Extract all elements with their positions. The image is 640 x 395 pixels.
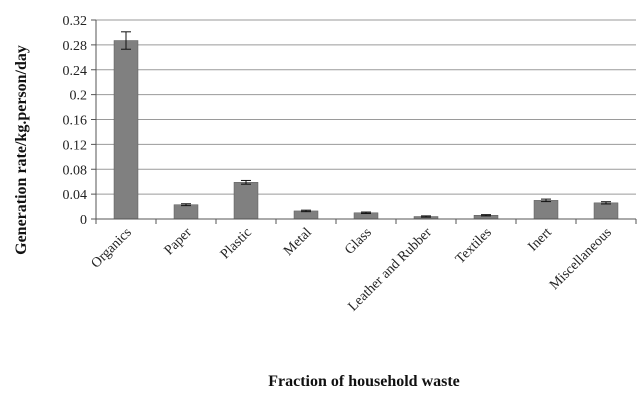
y-axis-ticks: 0 0.04 0.08 0.12 0.16 0.2 0.24 0.28 0.32 — [63, 14, 96, 228]
error-bar — [301, 209, 311, 213]
y-axis-title: Generation rate/kg.person/day — [13, 45, 30, 255]
x-tick-label: Miscellaneous — [547, 225, 615, 293]
y-tick-label: 0.28 — [63, 39, 88, 54]
y-tick-label: 0.08 — [63, 163, 88, 178]
x-tick-label: Inert — [526, 225, 555, 254]
y-tick-label: 0 — [80, 213, 87, 228]
x-tick-label: Metal — [281, 225, 315, 259]
error-bar — [481, 214, 491, 217]
bar-miscellaneous — [593, 202, 619, 220]
x-tick-label: Paper — [162, 225, 195, 258]
x-tick-label: Textiles — [453, 225, 495, 267]
error-bars — [121, 31, 611, 218]
bar-inert — [533, 200, 559, 220]
error-bar — [121, 31, 131, 50]
y-tick-label: 0.16 — [63, 114, 88, 129]
x-axis-title: Fraction of household waste — [268, 373, 460, 390]
y-tick-label: 0.04 — [63, 188, 88, 203]
y-tick-label: 0.24 — [63, 64, 88, 79]
bar-plastic — [233, 182, 259, 220]
x-tick-label: Organics — [89, 225, 135, 271]
error-bar — [241, 179, 251, 185]
error-bar — [361, 211, 371, 215]
error-bar — [601, 201, 611, 205]
error-bar — [181, 203, 191, 207]
bar-paper — [173, 204, 199, 220]
error-bar — [541, 198, 551, 203]
bar-organics — [113, 40, 139, 220]
y-tick-label: 0.2 — [70, 89, 88, 104]
x-tick-label: Plastic — [218, 225, 255, 262]
y-tick-label: 0.32 — [63, 14, 88, 29]
y-tick-label: 0.12 — [63, 138, 88, 153]
x-tick-label: Glass — [342, 225, 375, 258]
error-bar — [421, 215, 431, 218]
gridlines — [96, 19, 636, 195]
bars — [113, 40, 619, 220]
